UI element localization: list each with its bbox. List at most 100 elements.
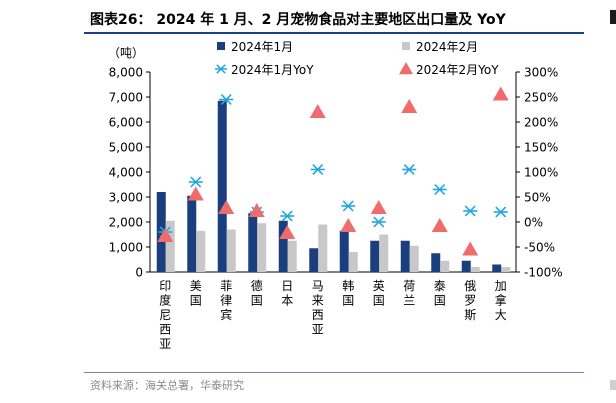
- bar-feb: [348, 252, 358, 272]
- figure-title: 图表26： 2024 年 1 月、2 月宠物食品对主要地区出口量及 YoY: [90, 12, 506, 28]
- yoy-feb-marker: [370, 200, 387, 214]
- left-tick-label: 0: [135, 266, 143, 280]
- right-axis: -100% -50% 0% 50% 100% 150% 200% 250% 300%: [515, 66, 563, 280]
- right-tick-label: -50%: [524, 241, 555, 255]
- left-tick-label: 1,000: [109, 241, 143, 255]
- yoy-feb-marker: [340, 218, 357, 232]
- unit-label: （吨）: [108, 46, 144, 60]
- category-label: 菲律宾: [220, 279, 232, 322]
- legend-item: 2024年1月YoY: [215, 63, 314, 77]
- yoy-jan-marker: [432, 184, 447, 195]
- bar-jan: [248, 213, 258, 272]
- bar-jan: [400, 240, 410, 272]
- bar-feb: [196, 230, 206, 272]
- category-label: 印度尼西亚: [159, 279, 171, 351]
- bar-feb: [318, 224, 328, 272]
- legend-item: 2024年2月YoY: [399, 62, 499, 77]
- right-tick-label: 200%: [524, 116, 558, 130]
- bar-jan: [187, 195, 197, 272]
- yoy-feb-marker: [309, 104, 326, 118]
- yoy-jan-marker: [371, 216, 386, 228]
- bar-jan: [278, 220, 288, 272]
- bar-feb: [226, 229, 236, 272]
- legend-swatch: [217, 42, 225, 50]
- left-tick-label: 3,000: [109, 191, 143, 205]
- left-tick-label: 6,000: [109, 116, 143, 130]
- legend-label: 2024年1月YoY: [231, 63, 314, 77]
- footer-rule: [84, 372, 584, 373]
- right-tick-label: 100%: [524, 166, 558, 180]
- left-tick-label: 4,000: [109, 166, 143, 180]
- category-label: 日本: [281, 279, 293, 308]
- bar-feb: [379, 234, 389, 272]
- bar-feb: [409, 245, 419, 272]
- yoy-jan-marker: [310, 164, 325, 175]
- right-tick-label: 250%: [524, 91, 558, 105]
- bar-jan: [370, 240, 380, 272]
- bar-jan: [309, 248, 319, 272]
- yoy-feb-marker: [248, 203, 265, 217]
- bar-jan: [492, 264, 502, 272]
- legend-label: 2024年2月YoY: [416, 63, 499, 77]
- legend-label: 2024年2月: [416, 40, 478, 54]
- bar-feb: [440, 260, 450, 272]
- right-tick-label: -100%: [524, 266, 563, 280]
- yoy-feb-marker: [157, 228, 174, 242]
- title-rule: [84, 32, 584, 34]
- legend-label: 2024年1月: [231, 40, 293, 54]
- right-tick-label: 0%: [524, 216, 543, 230]
- category-label: 泰国: [434, 279, 446, 308]
- bar-feb: [287, 240, 297, 272]
- left-tick-label: 5,000: [109, 141, 143, 155]
- category-label: 俄罗斯: [464, 279, 476, 322]
- bar-jan: [431, 253, 441, 272]
- category-label: 德国: [251, 278, 263, 308]
- source-note: 资料来源：海关总署，华泰研究: [90, 379, 244, 392]
- category-label: 美国: [190, 279, 202, 308]
- bars: [156, 100, 511, 272]
- category-label: 马来西亚: [312, 279, 324, 337]
- left-tick-label: 7,000: [109, 91, 143, 105]
- adjacent-page-fragment-bottom: [610, 380, 616, 390]
- legend: 2024年1月 2024年2月 2024年1月YoY 2024年2月YoY: [215, 40, 499, 77]
- left-tick-label: 8,000: [109, 66, 143, 80]
- yoy-feb-marker: [218, 200, 235, 214]
- yoy-jan-marker: [493, 206, 508, 218]
- yoy-feb-marker: [401, 99, 418, 113]
- bar-jan: [461, 260, 471, 272]
- bar-jan: [339, 230, 349, 272]
- yoy-jan-marker: [219, 94, 234, 105]
- yoy-jan-marker: [188, 176, 203, 188]
- legend-swatch: [399, 62, 413, 75]
- yoy-jan-marker: [402, 164, 417, 175]
- bar-jan: [217, 100, 227, 272]
- yoy-feb-marker: [279, 225, 296, 239]
- right-tick-label: 300%: [524, 66, 558, 80]
- yoy-jan-marker: [280, 210, 295, 222]
- yoy-markers: [157, 86, 509, 256]
- legend-swatch: [402, 42, 410, 50]
- legend-swatch: [215, 64, 227, 74]
- bar-feb: [501, 267, 511, 272]
- right-tick-label: 50%: [524, 191, 551, 205]
- bar-feb: [165, 220, 175, 272]
- yoy-feb-marker: [462, 241, 479, 256]
- bar-feb: [257, 223, 267, 272]
- left-tick-label: 2,000: [109, 216, 143, 230]
- category-label: 荷兰: [403, 279, 415, 308]
- category-label: 韩国: [342, 278, 354, 308]
- right-tick-label: 150%: [524, 141, 558, 155]
- yoy-feb-marker: [492, 86, 509, 101]
- yoy-jan-marker: [341, 200, 356, 212]
- legend-item: 2024年2月: [402, 40, 478, 54]
- bar-feb: [470, 267, 480, 272]
- legend-item: 2024年1月: [217, 40, 293, 54]
- category-label: 加拿大: [495, 279, 507, 322]
- yoy-jan-marker: [463, 205, 478, 217]
- yoy-feb-marker: [187, 186, 204, 201]
- left-axis: 0 1,000 2,000 3,000 4,000 5,000 6,000 7,000 8,00…: [109, 66, 516, 280]
- yoy-feb-marker: [431, 218, 448, 232]
- category-label: 英国: [373, 279, 385, 308]
